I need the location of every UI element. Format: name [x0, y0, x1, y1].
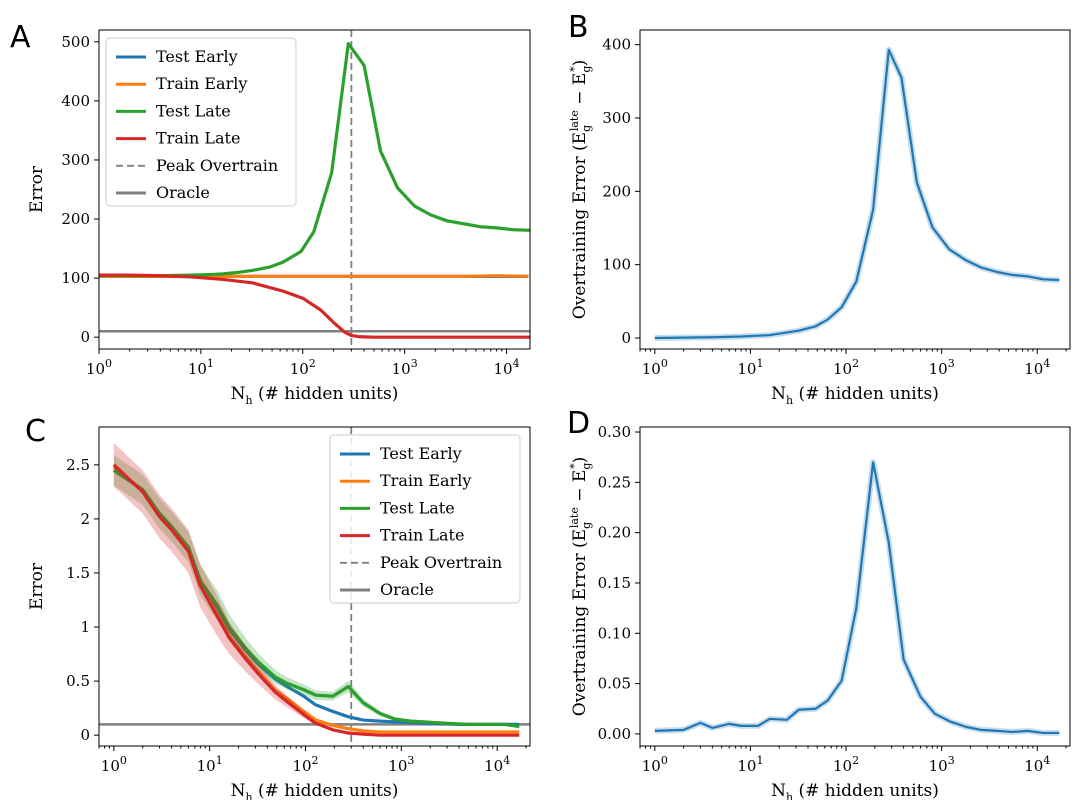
panel-a-xtick-label: 101	[188, 357, 214, 378]
panel-b-xtick-label: 100	[642, 357, 668, 378]
panel-b-ytick-label: 300	[602, 109, 631, 127]
panel-d-xtick-label: 101	[737, 754, 763, 775]
panel-a: 0 100 200 300 400 500 100 101 102 103 104 Nh (# hid…	[27, 29, 531, 407]
panel-c-xtick-label: 103	[388, 754, 414, 775]
panel-d-ytick-label: 0.10	[598, 624, 631, 642]
panel-a-xlabel: Nh (# hidden units)	[231, 384, 399, 407]
panel-a-ytick-label: 0	[80, 328, 90, 346]
panel-d: 0.00 0.05 0.10 0.15 0.20 0.25 0.30 100 101 102 103…	[568, 423, 1071, 800]
panel-d-ytick-label: 0.00	[598, 725, 631, 743]
panel-a-xtick-label: 100	[86, 357, 112, 378]
panel-b-series-overtraining-error-band	[654, 46, 1060, 341]
panel-b-ytick-label: 400	[602, 36, 631, 54]
panel-c-series-train-late-band	[113, 443, 520, 736]
panel-d-xtick-label: 102	[833, 754, 859, 775]
panel-c: 0 0.5 1 1.5 2 2.5 100 101 102 103 104 Nh (# hidden …	[27, 426, 531, 800]
panel-a-ytick-label: 100	[61, 269, 90, 287]
panel-a-legend-label-test-late: Test Late	[156, 101, 231, 120]
panel-d-xlabel: Nh (# hidden units)	[771, 781, 939, 800]
panel-a-ytick-label: 300	[61, 151, 90, 169]
panel-c-legend-label-test-late: Test Late	[380, 498, 455, 517]
panel-a-series-train-late-line	[99, 273, 530, 339]
panel-c-ylabel: Error	[27, 562, 47, 610]
panel-b-xtick-label: 102	[833, 357, 859, 378]
panel-c-legend-label-train-early: Train Early	[380, 471, 471, 490]
panel-b-xtick-label: 103	[929, 357, 955, 378]
panel-c-frame	[98, 426, 531, 747]
panel-c-ytick-label: 1.5	[66, 564, 90, 582]
panel-c-legend: Test Early Train Early Test Late Train Late…	[329, 434, 521, 604]
panel-letters: A B C D	[10, 10, 590, 449]
panel-d-plot-area	[654, 459, 1060, 736]
panel-a-plot-area	[99, 30, 530, 349]
panel-a-legend: Test Early Train Early Test Late Train Late…	[105, 37, 297, 207]
panel-a-xtick-label: 103	[392, 357, 418, 378]
panel-c-ytick-label: 2.5	[66, 456, 90, 474]
panel-c-ytick-label: 0.5	[66, 672, 90, 690]
panel-c-legend-label-oracle: Oracle	[380, 580, 434, 599]
panel-c-ytick-label: 2	[80, 510, 90, 528]
panel-d-xtick-label: 103	[929, 754, 955, 775]
panel-c-series-train-late-line	[112, 463, 520, 737]
panel-a-ytick-label: 400	[61, 92, 90, 110]
panel-a-ylabel: Error	[27, 165, 47, 213]
panel-c-legend-label-peak-overtrain: Peak Overtrain	[380, 553, 502, 572]
panel-a-legend-label-peak-overtrain: Peak Overtrain	[156, 156, 278, 175]
panel-d-ytick-label: 0.05	[598, 675, 631, 693]
panel-a-legend-label-oracle: Oracle	[156, 183, 210, 202]
panel-c-xtick-label: 100	[101, 754, 127, 775]
panel-b-ytick-label: 0	[621, 329, 631, 347]
panel-a-legend-label-train-late: Train Late	[156, 129, 240, 148]
panel-c-ytick-label: 0	[80, 726, 90, 744]
panel-letter-d: D	[567, 406, 590, 441]
panel-b-ylabel: Overtraining Error (Eglate − Eg*)	[568, 60, 593, 320]
panel-a-frame	[98, 29, 531, 350]
panel-d-xtick-label: 104	[1024, 754, 1050, 775]
panel-a-xtick-label: 102	[290, 357, 316, 378]
panel-a-legend-box	[105, 37, 297, 207]
panel-b-series-overtraining-error-line	[654, 48, 1060, 340]
panel-c-xtick-label: 101	[197, 754, 223, 775]
panel-a-legend-label-test-early: Test Early	[156, 47, 238, 66]
panel-d-frame	[639, 426, 1071, 747]
panel-c-legend-label-test-early: Test Early	[380, 444, 462, 463]
panel-d-ytick-label: 0.25	[598, 473, 631, 491]
panel-a-legend-label-train-early: Train Early	[156, 74, 247, 93]
panel-b-ytick-label: 200	[602, 182, 631, 200]
panel-d-ylabel: Overtraining Error (Eglate − Eg*)	[568, 457, 593, 717]
panel-letter-a: A	[10, 20, 31, 55]
panel-d-xtick-label: 100	[642, 754, 668, 775]
panel-c-xtick-label: 102	[292, 754, 318, 775]
panel-b-xlabel: Nh (# hidden units)	[771, 384, 939, 407]
panel-a-ytick-label: 200	[61, 210, 90, 228]
panel-c-ytick-label: 1	[80, 618, 90, 636]
panel-b: 0 100 200 300 400 100 101 102 103 104 Nh (# hidden…	[568, 29, 1071, 407]
panel-letter-b: B	[568, 10, 589, 45]
panel-b-xtick-label: 104	[1024, 357, 1050, 378]
panel-b-ytick-label: 100	[602, 256, 631, 274]
panel-b-frame	[639, 29, 1071, 350]
panel-c-xlabel: Nh (# hidden units)	[231, 781, 399, 800]
panel-a-ytick-label: 500	[61, 33, 90, 51]
panel-a-series-test-late-line	[99, 41, 530, 278]
panel-d-series-overtraining-error-line	[654, 461, 1060, 735]
panel-c-xtick-label: 104	[484, 754, 510, 775]
panel-c-legend-label-train-late: Train Late	[380, 526, 464, 545]
panel-b-xtick-label: 101	[737, 357, 763, 378]
panel-a-xtick-label: 104	[493, 357, 519, 378]
panel-d-ytick-label: 0.15	[598, 574, 631, 592]
panel-b-plot-area	[654, 46, 1060, 341]
panel-letter-c: C	[25, 414, 46, 449]
panel-d-ytick-label: 0.20	[598, 524, 631, 542]
panel-c-legend-box	[329, 434, 521, 604]
panel-d-ytick-label: 0.30	[598, 423, 631, 441]
panel-c-plot-area	[99, 427, 530, 746]
